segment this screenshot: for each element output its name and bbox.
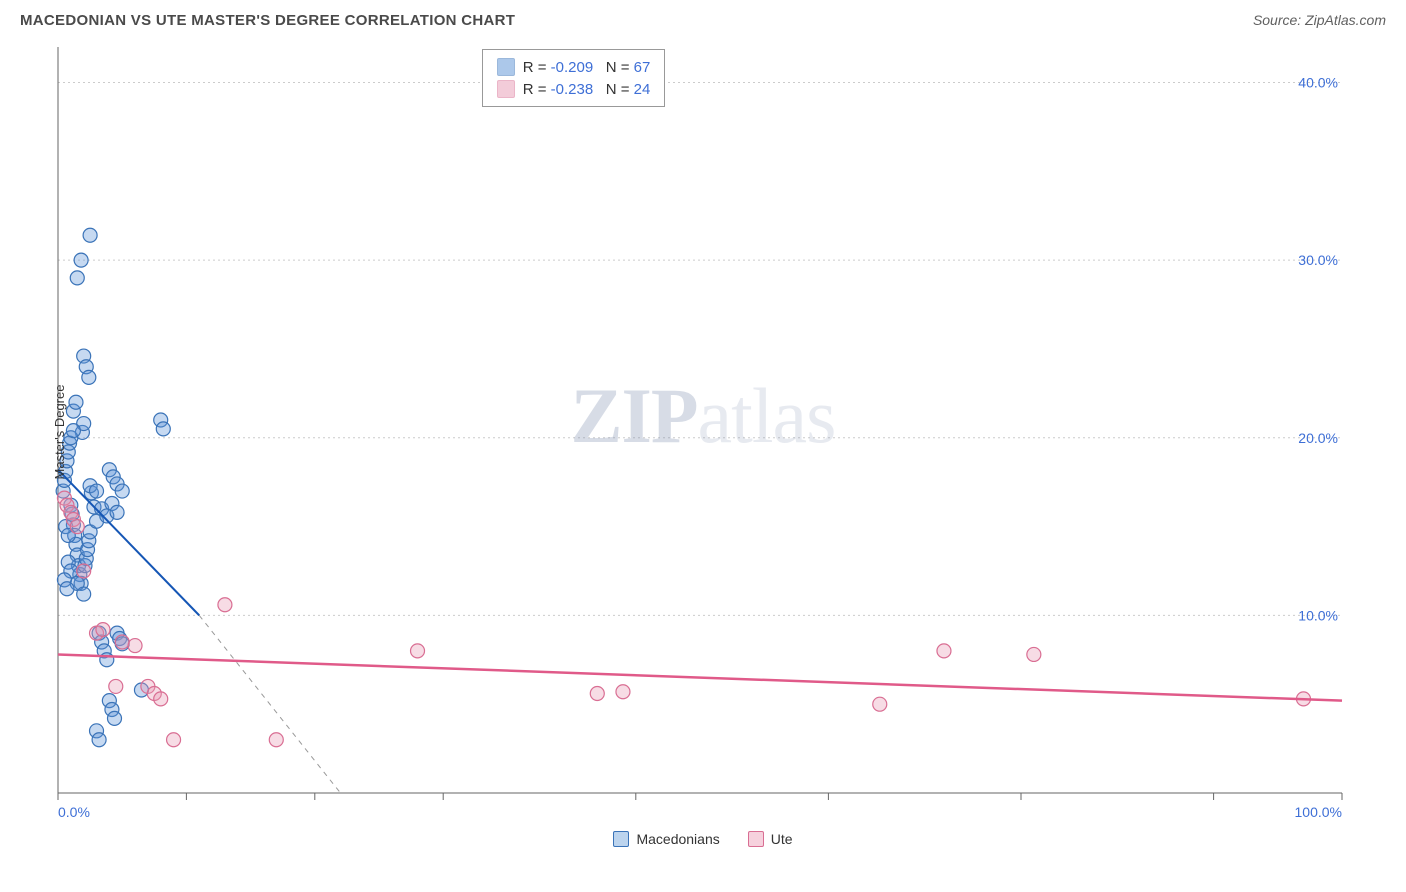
- legend-item: Ute: [748, 831, 793, 847]
- chart-source: Source: ZipAtlas.com: [1253, 12, 1386, 28]
- svg-text:10.0%: 10.0%: [1298, 607, 1338, 623]
- stat-row: R = -0.209 N = 67: [497, 56, 651, 78]
- legend-item: Macedonians: [613, 831, 719, 847]
- chart-title: MACEDONIAN VS UTE MASTER'S DEGREE CORREL…: [20, 12, 515, 29]
- y-axis-label: Master's Degree: [52, 385, 67, 480]
- svg-text:0.0%: 0.0%: [58, 804, 90, 820]
- svg-text:40.0%: 40.0%: [1298, 75, 1338, 91]
- svg-text:100.0%: 100.0%: [1295, 804, 1342, 820]
- svg-text:20.0%: 20.0%: [1298, 430, 1338, 446]
- bottom-legend: Macedonians Ute: [0, 827, 1406, 847]
- svg-text:30.0%: 30.0%: [1298, 252, 1338, 268]
- chart-area: Master's Degree ZIPatlas 10.0%20.0%30.0%…: [20, 37, 1386, 827]
- stat-row: R = -0.238 N = 24: [497, 78, 651, 100]
- scatter-plot-svg: 10.0% 20.0% 30.0% 40.0% 0.0% 100.0%: [20, 37, 1386, 827]
- correlation-stats-box: R = -0.209 N = 67R = -0.238 N = 24: [482, 49, 666, 107]
- chart-header: MACEDONIAN VS UTE MASTER'S DEGREE CORREL…: [0, 0, 1406, 37]
